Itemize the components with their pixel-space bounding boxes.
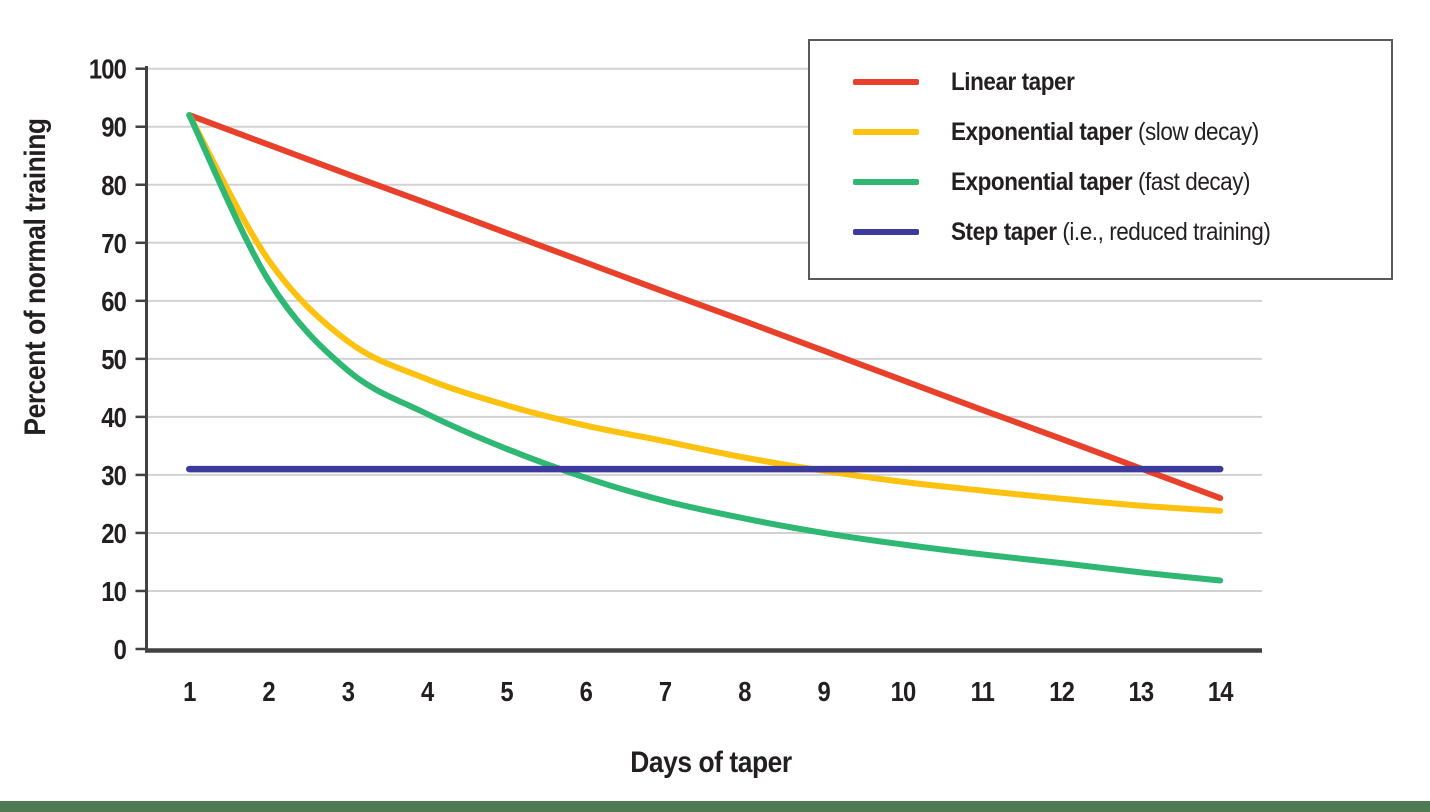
y-tick-label: 20 [101, 517, 126, 549]
series-line-exponential-taper-fast-decay [186, 112, 1224, 584]
x-tick-label: 5 [500, 675, 513, 707]
x-tick-label: 14 [1208, 675, 1234, 707]
legend-item-linear-taper: Linear taper [810, 57, 1391, 107]
legend-box: Linear taper Exponential taper (slow deca… [808, 39, 1393, 280]
legend-swatch [853, 129, 919, 135]
x-tick-label: 13 [1129, 675, 1154, 707]
x-tick-label: 3 [342, 675, 355, 707]
legend-label: Step taper (i.e., reduced training) [951, 217, 1271, 246]
x-tick-label: 9 [818, 675, 831, 707]
x-tick-label: 11 [971, 675, 995, 707]
legend-item-exponential-taper: Exponential taper (slow decay) [810, 107, 1391, 157]
x-tick-label: 10 [891, 675, 916, 707]
y-tick-label: 0 [114, 633, 127, 665]
legend-swatch [853, 79, 919, 85]
y-tick-label: 80 [101, 169, 126, 201]
legend-label: Exponential taper (fast decay) [951, 167, 1251, 196]
y-tick-label: 90 [101, 111, 126, 143]
x-tick-label: 6 [580, 675, 593, 707]
legend-label: Exponential taper (slow decay) [951, 117, 1259, 146]
x-tick-label: 12 [1049, 675, 1074, 707]
series-line-linear-taper [186, 112, 1224, 502]
y-tick-label: 60 [101, 285, 126, 317]
y-tick-label: 40 [101, 401, 126, 433]
y-tick-label: 50 [101, 343, 126, 375]
x-tick-label: 1 [183, 675, 196, 707]
x-axis-title: Days of taper [630, 746, 792, 779]
legend-label: Linear taper [951, 67, 1075, 96]
x-tick-label: 4 [421, 675, 435, 707]
x-tick-label: 2 [262, 675, 275, 707]
y-tick-label: 10 [101, 575, 126, 607]
series-line-exponential-taper-slow-decay [186, 112, 1224, 514]
x-tick-label: 7 [659, 675, 672, 707]
legend-swatch [853, 229, 919, 235]
x-tick-label: 8 [738, 675, 751, 707]
footer-accent-bar [0, 801, 1430, 812]
y-tick-label: 70 [101, 227, 126, 259]
y-tick-label: 100 [89, 53, 127, 85]
legend-item-exponential-taper: Exponential taper (fast decay) [810, 157, 1391, 207]
legend-swatch [853, 179, 919, 185]
y-axis-title: Percent of normal training [19, 118, 52, 436]
legend-item-step-taper: Step taper (i.e., reduced training) [810, 207, 1391, 257]
y-tick-label: 30 [101, 459, 126, 491]
